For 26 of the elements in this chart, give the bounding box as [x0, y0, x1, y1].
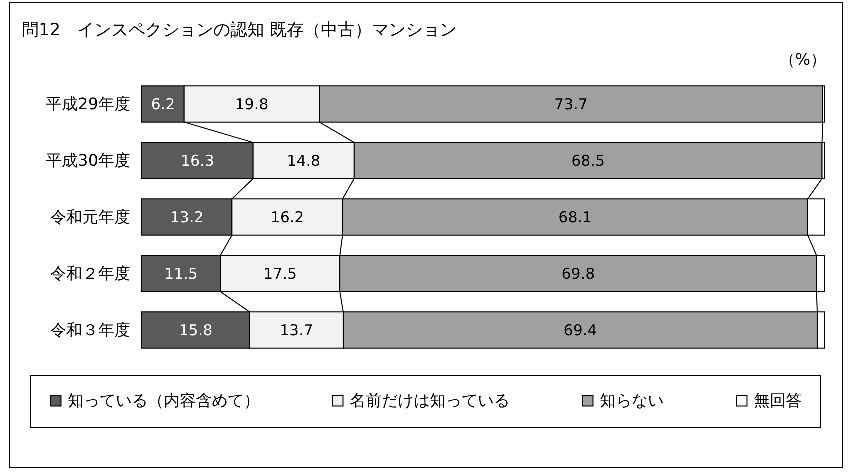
text: （%）	[779, 50, 827, 69]
data-label: 68.5	[572, 152, 606, 170]
data-label: 13.7	[280, 321, 314, 340]
data-label: 68.1	[558, 208, 592, 226]
chart-title: 問12 インスペクションの認知 既存（中古）マンション	[22, 20, 458, 40]
data-label: 73.7	[554, 95, 588, 114]
data-label: 16.2	[270, 208, 304, 226]
legend-label: 知らない	[600, 391, 664, 410]
data-label: 69.8	[562, 264, 596, 283]
data-label: 69.4	[564, 321, 598, 340]
legend-label: 知っている（内容含めて）	[68, 391, 260, 410]
y-tick-label: 令和２年度	[50, 264, 130, 283]
legend-label: 無回答	[754, 391, 802, 410]
data-label: 17.5	[264, 264, 298, 283]
data-label: 14.8	[287, 152, 321, 170]
data-label: 13.2	[170, 208, 204, 226]
y-tick-label: 平成30年度	[46, 150, 130, 170]
y-tick-label: 令和３年度	[50, 320, 130, 340]
data-label: 16.3	[180, 152, 214, 170]
y-tick-label: 平成29年度	[46, 94, 130, 114]
data-label: 6.2	[151, 95, 176, 114]
legend-label: 名前だけは知っている	[350, 391, 510, 410]
y-tick-label: 令和元年度	[50, 207, 130, 226]
data-label: 19.8	[235, 95, 269, 114]
data-label: 15.8	[179, 321, 213, 340]
data-label: 11.5	[164, 264, 198, 283]
